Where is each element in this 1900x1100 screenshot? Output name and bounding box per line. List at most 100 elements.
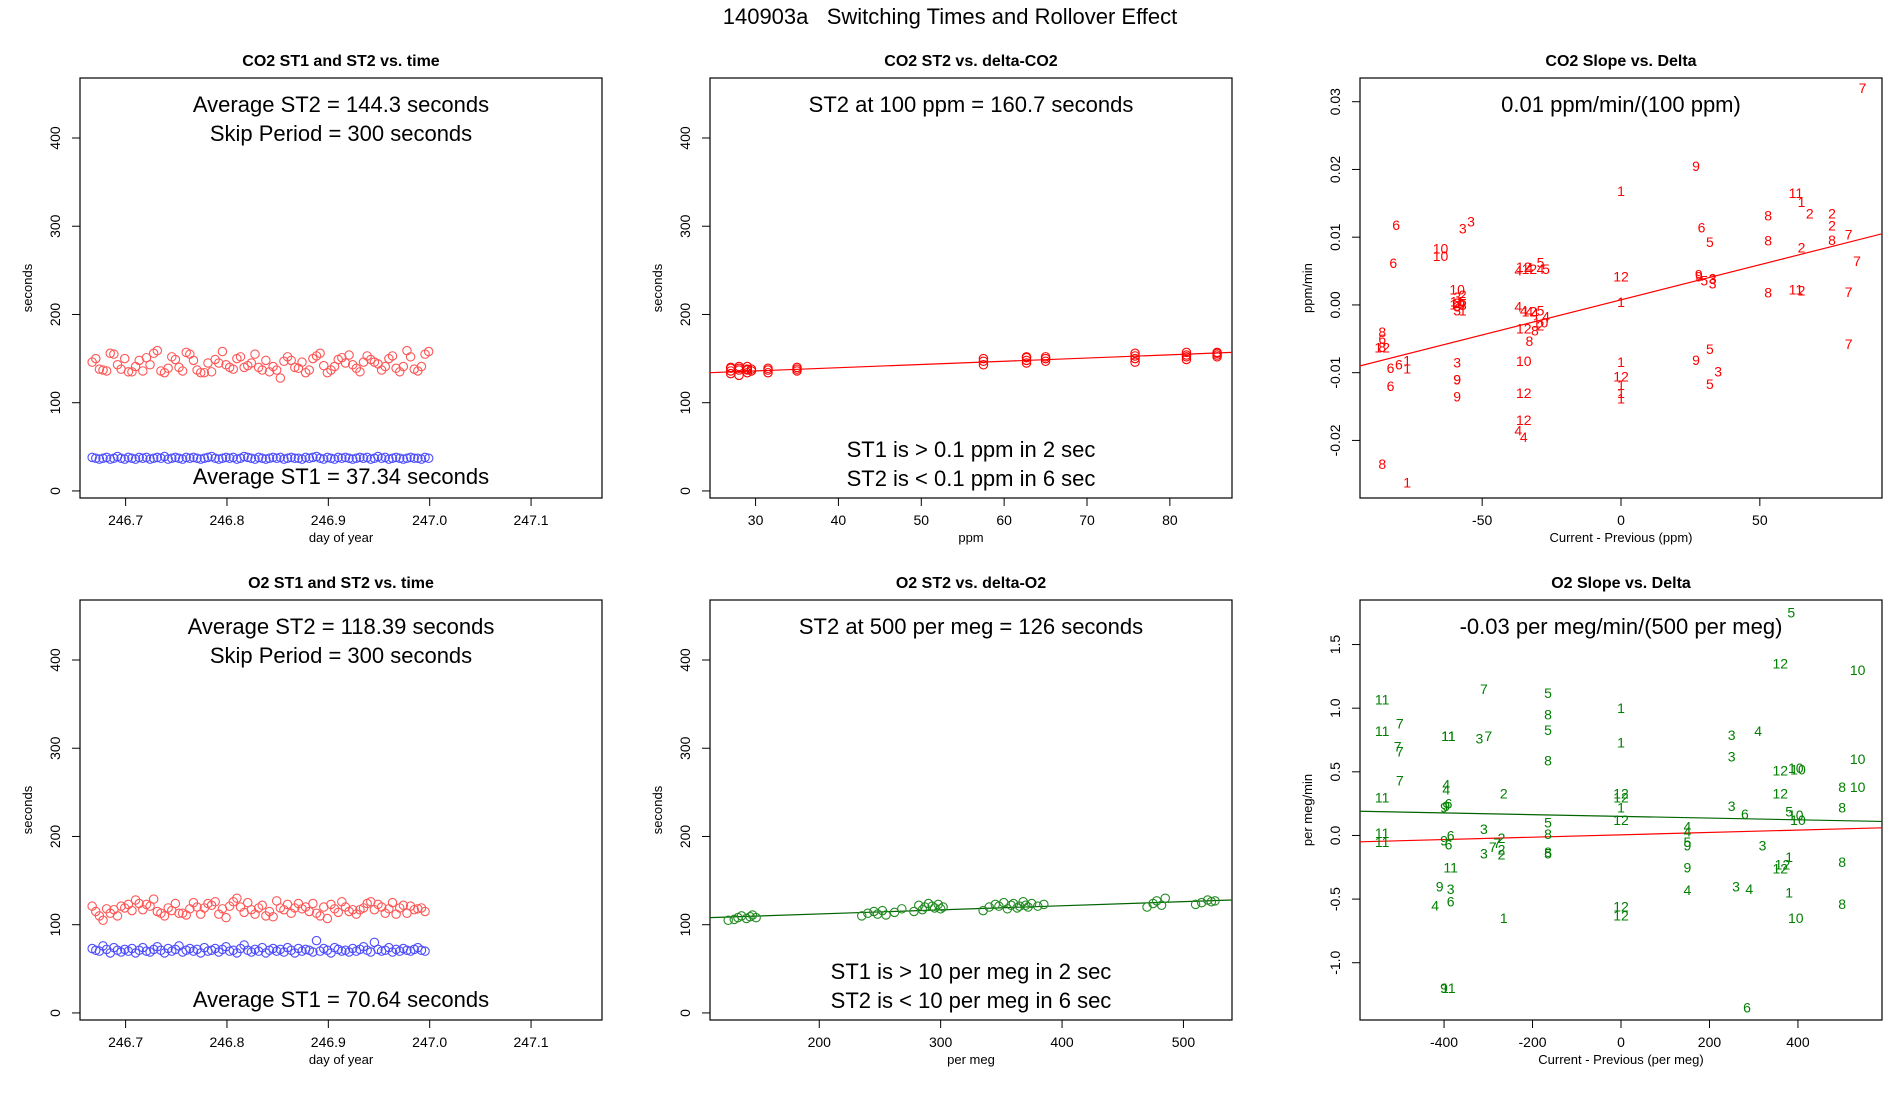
data-label-point: 8 [1838,779,1846,795]
data-point-st2 [188,355,199,366]
x-axis-label: per meg [947,1052,995,1067]
data-label-point: 8 [1838,799,1846,815]
data-point-st1 [243,452,253,463]
data-point-st1 [123,452,134,463]
data-label-point: 4 [1525,304,1533,320]
data-label-point: 11 [1441,728,1456,744]
data-point-st2 [101,366,112,376]
data-point-st2 [1021,352,1032,362]
data-label-point: 12 [1772,763,1788,779]
data-point-st2 [271,365,282,375]
data-label-point: 9 [1453,371,1461,387]
data-point-st2 [217,346,228,357]
data-point-st2 [927,901,937,911]
y-axis-label: per meg/min [1300,774,1315,846]
data-point-st2 [1190,899,1201,910]
data-point-st2 [1130,348,1140,359]
data-label-point: 10 [1516,353,1532,369]
data-point-st1 [141,946,152,956]
data-label-point: 2 [1537,317,1545,333]
data-point-st2 [751,912,761,923]
data-label-point: 3 [1480,821,1488,837]
annotation-st1-note: ST1 is > 10 per meg in 2 sec [831,959,1112,984]
data-label-point: 7 [1845,226,1853,242]
data-point-st1 [239,451,249,462]
data-label-point: 5 [1700,273,1708,289]
data-point-st1 [402,945,412,956]
data-point-st2 [763,367,773,378]
data-label-point: 7 [1859,80,1867,96]
data-point-st1 [416,945,427,956]
data-point-st1 [326,453,336,464]
data-label-point: 7 [1394,738,1402,754]
data-label-point: 6 [1387,360,1395,376]
data-point-st2 [409,904,419,915]
data-label-point: 9 [1692,158,1700,174]
plot-frame [79,599,603,1021]
chart-title: O2 Slope vs. Delta [1551,575,1691,592]
data-label-point: 3 [1476,731,1484,747]
data-point-st2 [304,365,315,375]
data-label-point: 1 [1617,390,1625,406]
data-label-point: 4 [1520,302,1528,318]
data-point-st2 [127,905,137,916]
data-point-st1 [210,453,220,464]
data-point-st1 [163,454,173,464]
data-point-st1 [308,947,318,957]
data-label-point: 12 [1516,385,1532,401]
chart-title: CO2 ST2 vs. delta-CO2 [884,53,1057,70]
data-label-point: 4 [1442,782,1450,798]
data-point-st2 [1039,899,1049,910]
data-point-st1 [94,454,105,464]
data-label-point: 1 [1617,735,1625,751]
data-label-point: 3 [1728,749,1736,765]
data-label-point: 2 [1806,205,1814,221]
x-tick-label: 0 [1617,512,1625,528]
data-label-point: 5 [1706,376,1714,392]
data-label-point: 4 [1531,305,1539,321]
data-label-point: 8 [1838,854,1846,870]
data-point-st1 [391,452,401,463]
chart-title: O2 ST2 vs. delta-O2 [896,575,1046,592]
data-layer [710,347,1232,381]
data-point-st1 [420,946,430,956]
data-point-st1 [409,453,419,464]
data-label-point: 5 [1787,605,1795,621]
data-point-st1 [358,453,369,464]
annotation-slope: 0.01 ppm/min/(100 ppm) [1501,92,1741,117]
data-label-point: 5 [1542,261,1550,277]
y-tick-label: -0.5 [1327,887,1343,911]
data-label-point: 12 [1516,259,1532,275]
data-label-point: 9 [1440,980,1448,996]
data-label-point: 8 [1544,752,1552,768]
data-label-point: 12 [1613,908,1629,924]
data-point-st2 [792,362,802,373]
data-label-point: 1 [1798,194,1806,210]
data-point-st2 [1130,353,1140,364]
data-label-point: 2 [1498,830,1506,846]
data-label-point: 12 [1772,656,1788,672]
data-label-point: 11 [1375,825,1390,841]
data-label-point: 2 [1828,218,1836,234]
data-label-point: 12 [1772,861,1788,877]
data-point-st1 [293,453,304,464]
data-label-point: 1 [1500,910,1508,926]
data-label-point: 12 [1522,261,1538,277]
data-point-st1 [420,452,430,463]
data-label-point: 12 [1522,304,1538,320]
data-label-point: 3 [1709,271,1717,287]
data-label-point: 6 [1395,357,1403,373]
data-point-st1 [282,453,293,464]
x-tick-label: 247.1 [514,512,549,528]
data-point-st2 [275,373,286,383]
data-point-st2 [1020,900,1031,911]
data-point-st1 [195,454,206,464]
data-point-st2 [170,354,181,365]
data-label-point: 8 [1764,208,1772,224]
x-tick-label: 50 [913,512,929,528]
data-label-point: 3 [1709,275,1717,291]
data-point-st1 [214,454,224,464]
data-point-st1 [355,452,365,463]
data-label-point: 3 [1447,881,1455,897]
data-label-point: 9 [1453,388,1461,404]
